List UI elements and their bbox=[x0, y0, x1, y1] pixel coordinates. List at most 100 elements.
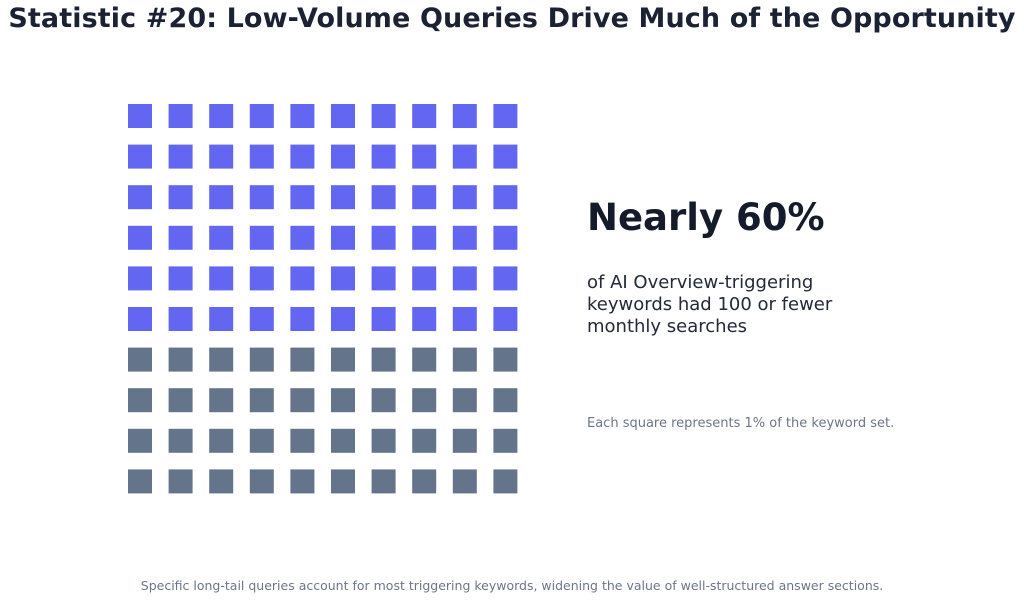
waffle-square-base bbox=[331, 388, 355, 413]
waffle-square-highlighted bbox=[290, 225, 315, 250]
waffle-square-highlighted bbox=[209, 225, 234, 250]
waffle-square-base bbox=[371, 347, 396, 372]
waffle-square-highlighted bbox=[331, 225, 355, 250]
waffle-square-highlighted bbox=[412, 225, 437, 250]
waffle-square-base bbox=[249, 388, 274, 413]
waffle-square-highlighted bbox=[209, 307, 234, 331]
waffle-square-highlighted bbox=[493, 307, 518, 331]
waffle-square-base bbox=[128, 347, 152, 372]
waffle-square-highlighted bbox=[290, 307, 315, 331]
waffle-square-base bbox=[249, 347, 274, 372]
waffle-square-base bbox=[452, 428, 477, 453]
waffle-square-base bbox=[452, 347, 477, 372]
waffle-square-highlighted bbox=[493, 266, 518, 291]
waffle-square-highlighted bbox=[412, 185, 437, 210]
waffle-square-base bbox=[331, 469, 355, 494]
headline-stat: Nearly 60% bbox=[587, 196, 825, 239]
square-legend-note: Each square represents 1% of the keyword… bbox=[587, 416, 895, 431]
waffle-square-highlighted bbox=[249, 185, 274, 210]
waffle-square-highlighted bbox=[128, 144, 152, 169]
waffle-square-highlighted bbox=[412, 307, 437, 331]
chart-title: Statistic #20: Low-Volume Queries Drive … bbox=[8, 3, 1016, 34]
waffle-square-highlighted bbox=[290, 104, 315, 128]
waffle-square-base bbox=[128, 428, 152, 453]
waffle-square-highlighted bbox=[290, 185, 315, 210]
waffle-square-base bbox=[493, 347, 518, 372]
waffle-square-highlighted bbox=[209, 266, 234, 291]
waffle-square-base bbox=[371, 469, 396, 494]
waffle-square-base bbox=[412, 347, 437, 372]
waffle-square-highlighted bbox=[452, 185, 477, 210]
waffle-square-highlighted bbox=[168, 104, 193, 128]
waffle-square-highlighted bbox=[249, 104, 274, 128]
waffle-square-base bbox=[249, 428, 274, 453]
waffle-square-base bbox=[371, 388, 396, 413]
stat-description: of AI Overview-triggering keywords had 1… bbox=[587, 272, 833, 337]
waffle-square-base bbox=[290, 469, 315, 494]
waffle-square-base bbox=[452, 469, 477, 494]
waffle-square-highlighted bbox=[168, 185, 193, 210]
waffle-square-base bbox=[493, 428, 518, 453]
waffle-square-highlighted bbox=[452, 266, 477, 291]
waffle-square-base bbox=[128, 469, 152, 494]
waffle-square-base bbox=[290, 428, 315, 453]
waffle-square-base bbox=[412, 469, 437, 494]
waffle-square-base bbox=[493, 388, 518, 413]
waffle-square-base bbox=[128, 388, 152, 413]
waffle-square-base bbox=[209, 347, 234, 372]
waffle-square-highlighted bbox=[290, 144, 315, 169]
waffle-square-base bbox=[168, 388, 193, 413]
waffle-square-highlighted bbox=[452, 307, 477, 331]
waffle-square-highlighted bbox=[371, 307, 396, 331]
waffle-square-base bbox=[209, 428, 234, 453]
waffle-square-highlighted bbox=[412, 266, 437, 291]
waffle-square-base bbox=[168, 428, 193, 453]
waffle-square-highlighted bbox=[493, 225, 518, 250]
waffle-square-highlighted bbox=[209, 185, 234, 210]
waffle-square-highlighted bbox=[371, 266, 396, 291]
waffle-square-base bbox=[452, 388, 477, 413]
waffle-square-base bbox=[209, 469, 234, 494]
waffle-square-highlighted bbox=[331, 185, 355, 210]
waffle-square-highlighted bbox=[371, 185, 396, 210]
waffle-square-base bbox=[290, 347, 315, 372]
waffle-square-highlighted bbox=[493, 104, 518, 128]
waffle-square-highlighted bbox=[168, 307, 193, 331]
waffle-square-base bbox=[412, 388, 437, 413]
waffle-square-highlighted bbox=[209, 144, 234, 169]
waffle-square-highlighted bbox=[128, 185, 152, 210]
waffle-square-highlighted bbox=[290, 266, 315, 291]
waffle-square-base bbox=[249, 469, 274, 494]
waffle-square-base bbox=[168, 469, 193, 494]
waffle-square-highlighted bbox=[128, 307, 152, 331]
waffle-square-highlighted bbox=[493, 185, 518, 210]
waffle-square-highlighted bbox=[493, 144, 518, 169]
waffle-square-base bbox=[209, 388, 234, 413]
waffle-square-base bbox=[168, 347, 193, 372]
waffle-square-highlighted bbox=[371, 104, 396, 128]
waffle-square-highlighted bbox=[452, 225, 477, 250]
waffle-square-highlighted bbox=[249, 266, 274, 291]
waffle-square-highlighted bbox=[128, 225, 152, 250]
waffle-square-highlighted bbox=[331, 144, 355, 169]
waffle-square-highlighted bbox=[371, 225, 396, 250]
waffle-square-base bbox=[371, 428, 396, 453]
waffle-square-highlighted bbox=[331, 104, 355, 128]
waffle-square-highlighted bbox=[168, 266, 193, 291]
waffle-square-highlighted bbox=[168, 225, 193, 250]
waffle-square-highlighted bbox=[249, 225, 274, 250]
waffle-square-highlighted bbox=[331, 307, 355, 331]
waffle-square-base bbox=[412, 428, 437, 453]
waffle-square-base bbox=[493, 469, 518, 494]
waffle-square-highlighted bbox=[249, 307, 274, 331]
waffle-square-highlighted bbox=[452, 144, 477, 169]
waffle-square-highlighted bbox=[412, 144, 437, 169]
waffle-square-highlighted bbox=[331, 266, 355, 291]
waffle-square-highlighted bbox=[452, 104, 477, 128]
footer-caption: Specific long-tail queries account for m… bbox=[140, 578, 884, 593]
waffle-square-highlighted bbox=[128, 266, 152, 291]
waffle-square-highlighted bbox=[412, 104, 437, 128]
waffle-square-highlighted bbox=[209, 104, 234, 128]
waffle-square-base bbox=[290, 388, 315, 413]
